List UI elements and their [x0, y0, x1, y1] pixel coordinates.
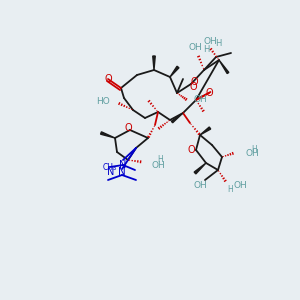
Text: OH: OH	[203, 37, 217, 46]
Polygon shape	[200, 127, 211, 135]
Text: O: O	[104, 74, 112, 84]
Text: N: N	[107, 167, 115, 177]
Text: H: H	[227, 185, 233, 194]
Polygon shape	[100, 132, 115, 138]
Text: HO: HO	[96, 97, 110, 106]
Text: OH: OH	[188, 43, 202, 52]
Text: O: O	[190, 77, 198, 87]
Text: H: H	[157, 155, 163, 164]
Polygon shape	[194, 163, 206, 174]
Text: H: H	[215, 40, 221, 49]
Text: CH₃: CH₃	[103, 163, 117, 172]
Text: OH: OH	[152, 160, 166, 169]
Text: OH: OH	[193, 181, 207, 190]
Text: OH: OH	[194, 95, 208, 104]
Text: H: H	[203, 46, 209, 55]
Polygon shape	[219, 60, 229, 74]
Text: OH: OH	[234, 181, 248, 190]
Text: O: O	[187, 145, 195, 155]
Polygon shape	[170, 66, 179, 77]
Text: N: N	[119, 160, 127, 170]
Text: N: N	[118, 167, 126, 177]
Text: O: O	[124, 123, 132, 133]
Text: O: O	[205, 88, 213, 98]
Text: OH: OH	[246, 148, 260, 158]
Polygon shape	[153, 56, 155, 70]
Text: O: O	[189, 82, 197, 92]
Text: H: H	[251, 145, 257, 154]
Polygon shape	[171, 113, 183, 123]
